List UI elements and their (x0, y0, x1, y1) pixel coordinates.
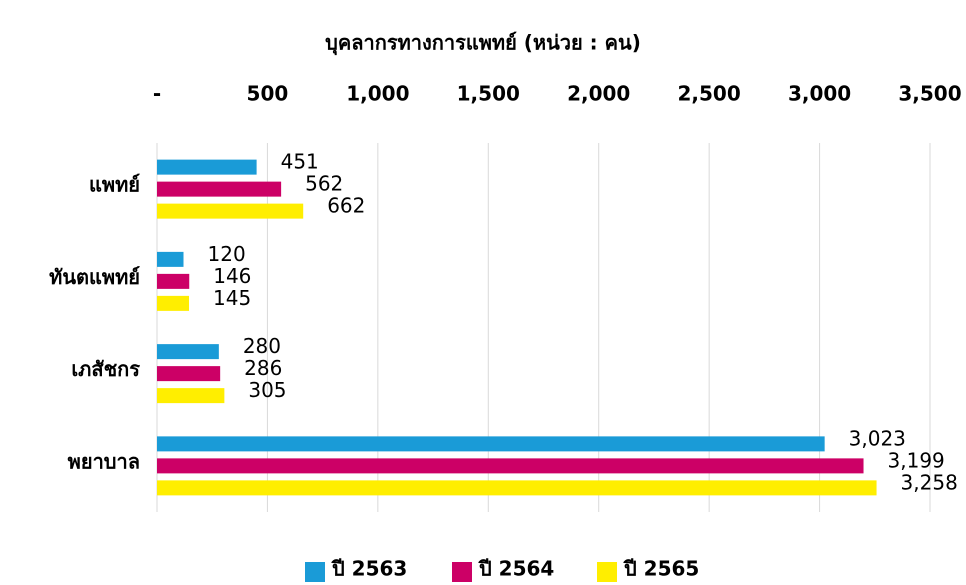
x-tick-label: 1,000 (346, 82, 409, 106)
data-label: 305 (248, 378, 286, 402)
bar (157, 203, 304, 219)
legend-swatch (597, 562, 617, 582)
data-label: 451 (281, 150, 319, 174)
x-tick-label: 2,000 (567, 82, 630, 106)
data-label: 562 (305, 172, 343, 196)
x-tick-label: 1,500 (457, 82, 520, 106)
bar (157, 458, 864, 474)
legend-label: ปี 2565 (623, 557, 700, 581)
y-tick-label: เภสัชกร (71, 357, 140, 381)
y-tick-label: แพทย์ (89, 173, 140, 197)
legend-swatch (452, 562, 472, 582)
bar (157, 344, 219, 360)
bar (157, 159, 257, 175)
data-label: 3,258 (901, 470, 958, 494)
data-label: 3,199 (888, 448, 945, 472)
bar (157, 295, 190, 311)
data-label: 120 (208, 242, 246, 266)
y-tick-label: ทันตแพทย์ (49, 265, 140, 289)
x-tick-label: 2,500 (678, 82, 741, 106)
legend-label: ปี 2564 (478, 557, 555, 581)
bar (157, 181, 282, 197)
x-tick-label: 500 (247, 82, 289, 106)
chart-title: บุคลากรทางการแพทย์ (หน่วย : คน) (325, 31, 641, 56)
legend-swatch (305, 562, 325, 582)
bar (157, 436, 825, 452)
x-tick-label: 3,000 (788, 82, 851, 106)
data-label: 145 (213, 286, 251, 310)
y-tick-label: พยาบาล (68, 449, 140, 473)
bar (157, 251, 184, 267)
x-tick-label: 3,500 (898, 82, 961, 106)
legend-label: ปี 2563 (331, 557, 408, 581)
data-label: 280 (243, 334, 281, 358)
data-label: 3,023 (849, 426, 906, 450)
bar (157, 480, 877, 496)
data-label: 662 (327, 194, 365, 218)
bar (157, 366, 221, 382)
data-label: 286 (244, 356, 282, 380)
x-tick-label: - (153, 82, 161, 106)
data-label: 146 (213, 264, 251, 288)
bar (157, 388, 225, 404)
bar (157, 273, 190, 289)
